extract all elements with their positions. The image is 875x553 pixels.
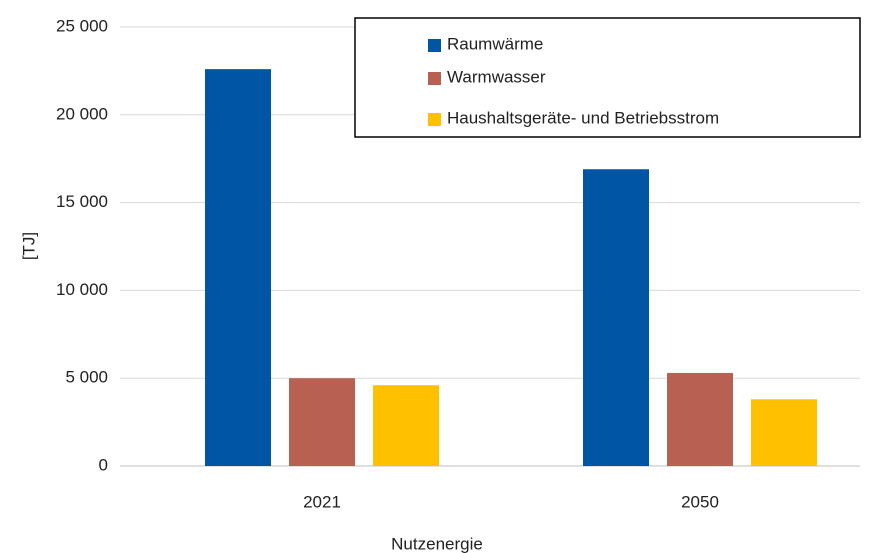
bar bbox=[583, 169, 649, 466]
y-tick-label: 0 bbox=[99, 455, 108, 474]
y-axis-title: [TJ] bbox=[19, 232, 38, 260]
bar bbox=[667, 372, 733, 466]
y-tick-label: 25 000 bbox=[56, 16, 108, 35]
bar bbox=[373, 385, 439, 466]
legend-label: Raumwärme bbox=[447, 34, 543, 53]
x-tick-label: 2021 bbox=[303, 492, 341, 511]
x-axis-title: Nutzenergie bbox=[391, 534, 483, 553]
y-tick-label: 15 000 bbox=[56, 192, 108, 211]
bar bbox=[289, 378, 355, 466]
y-tick-label: 5 000 bbox=[65, 368, 108, 387]
legend-swatch bbox=[428, 72, 441, 85]
legend-label: Haushaltsgeräte- und Betriebsstrom bbox=[447, 108, 719, 127]
y-tick-label: 20 000 bbox=[56, 104, 108, 123]
x-tick-label: 2050 bbox=[681, 492, 719, 511]
legend-swatch bbox=[428, 39, 441, 52]
bar bbox=[751, 399, 817, 466]
legend-swatch bbox=[428, 113, 441, 126]
bar bbox=[205, 69, 271, 467]
legend-label: Warmwasser bbox=[447, 67, 546, 86]
y-tick-label: 10 000 bbox=[56, 280, 108, 299]
